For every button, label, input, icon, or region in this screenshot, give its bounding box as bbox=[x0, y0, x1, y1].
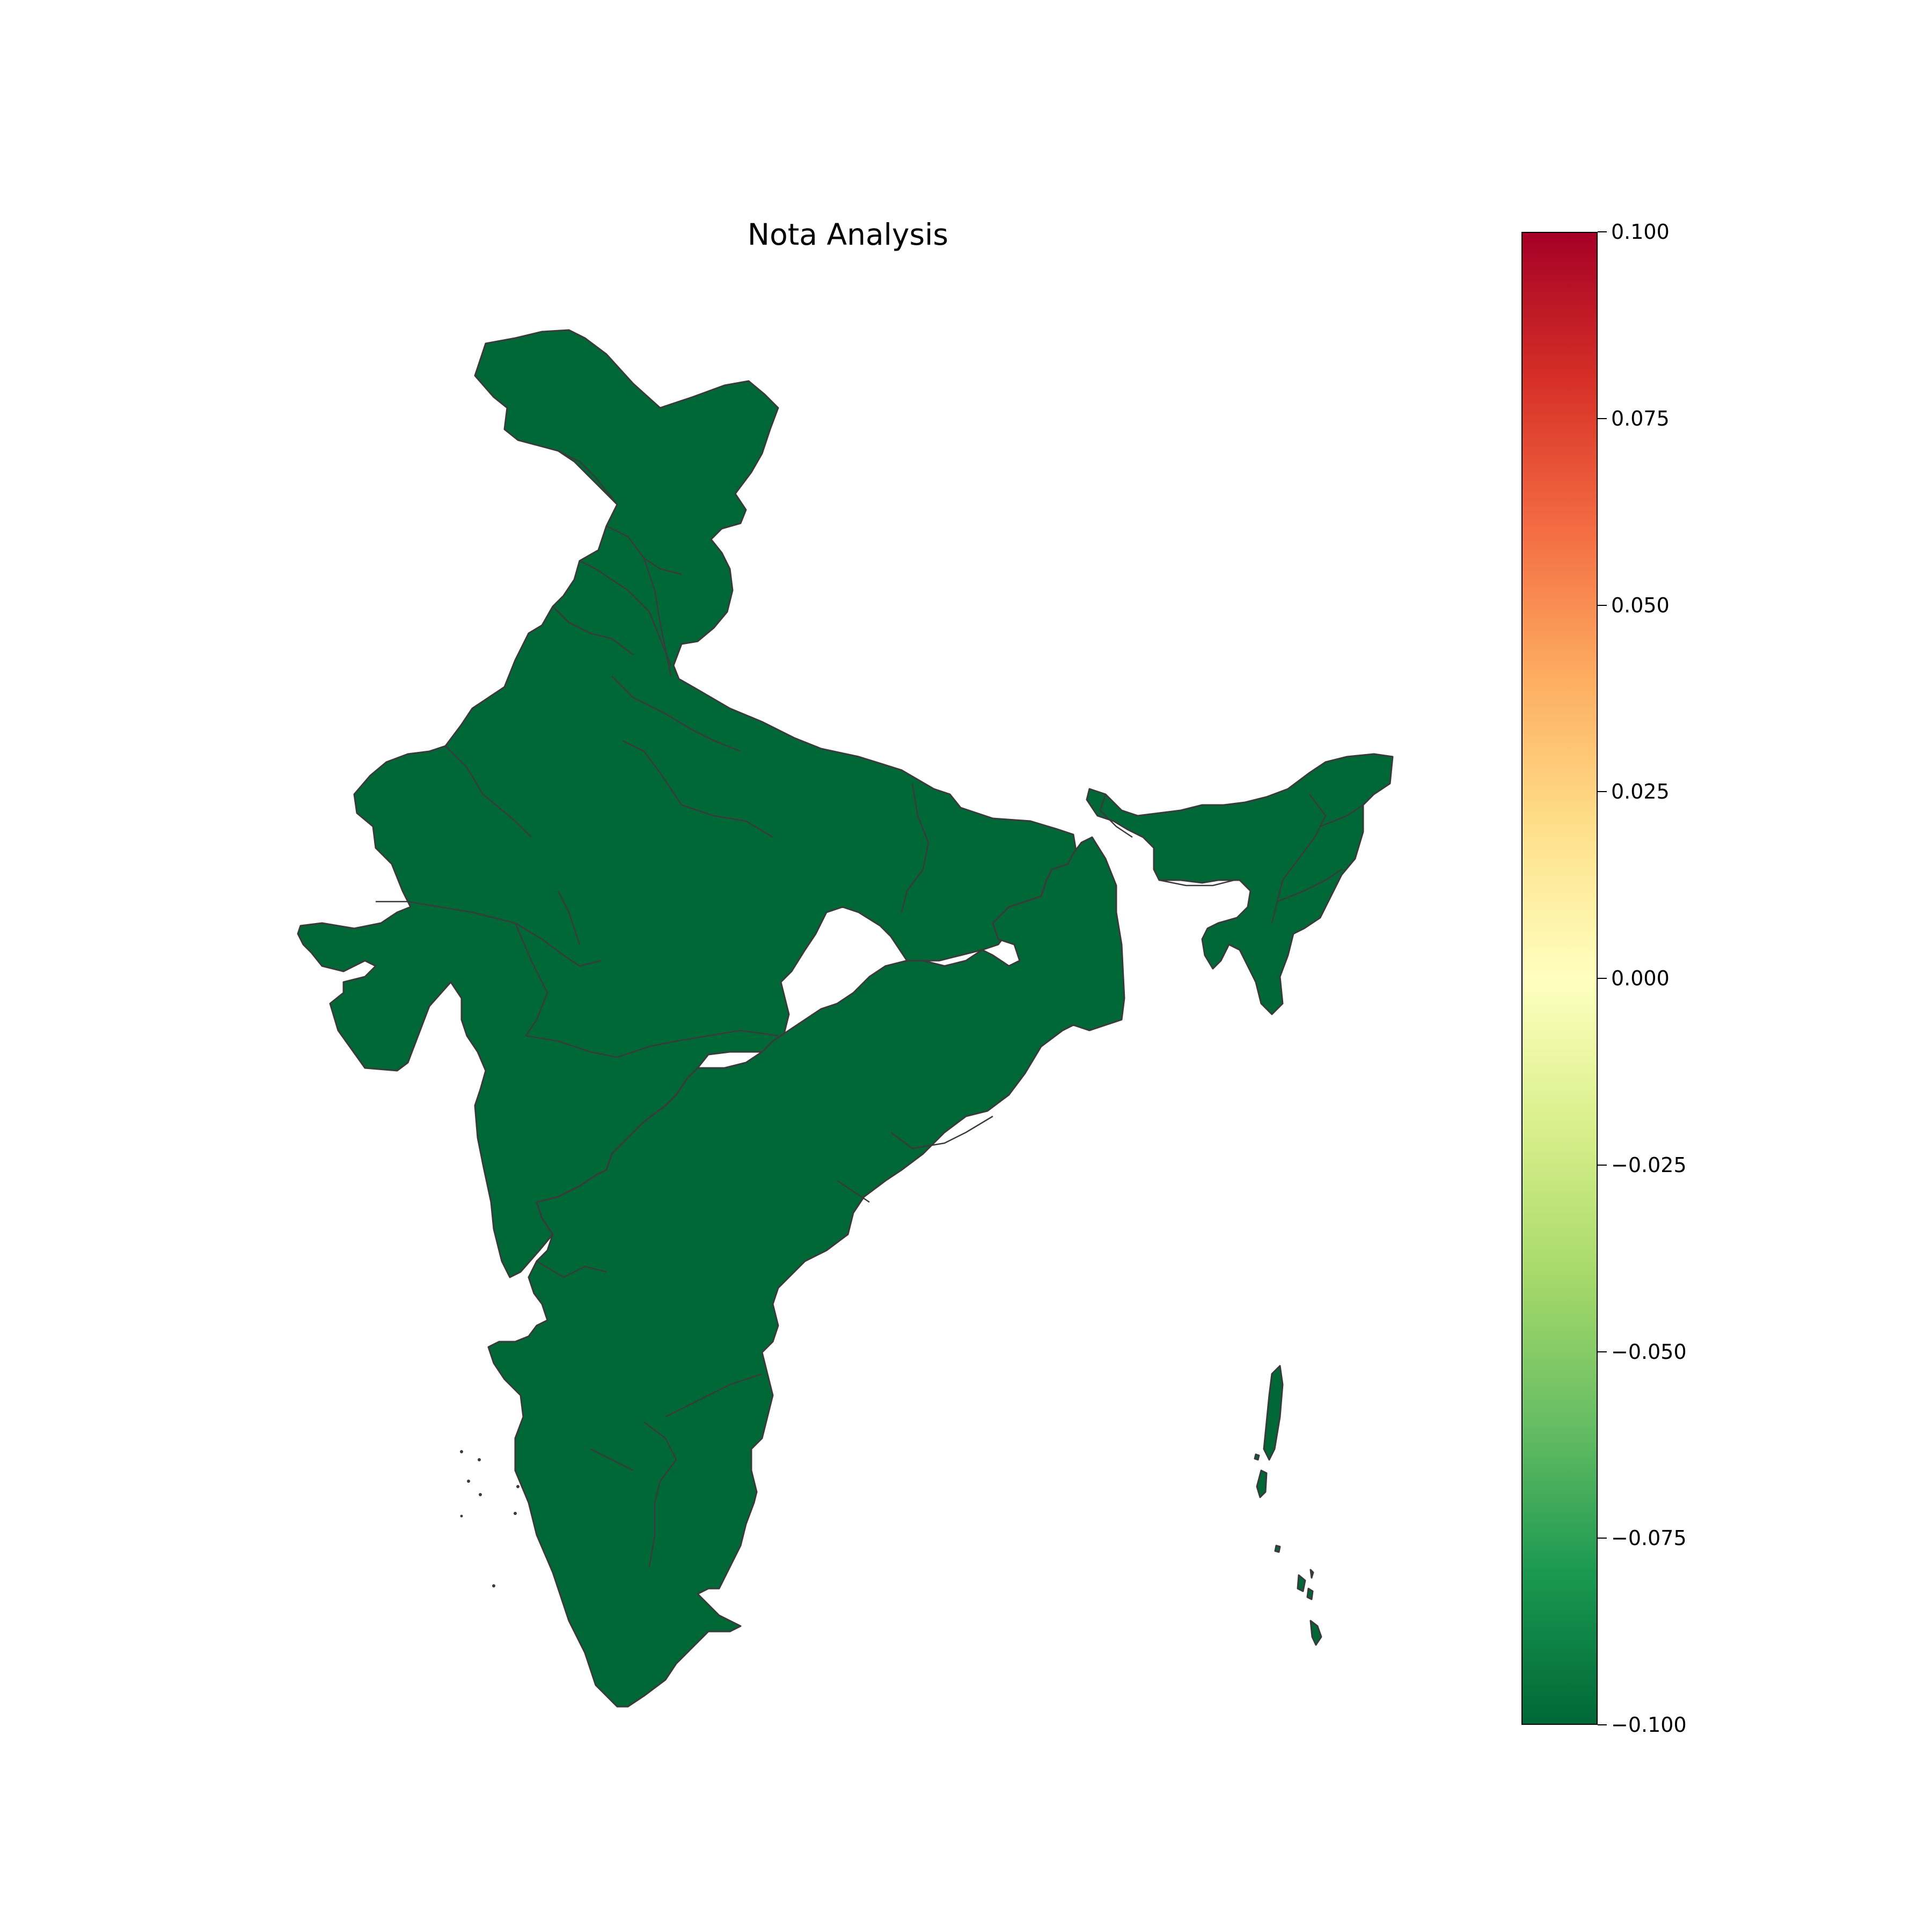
colorbar-tick bbox=[1598, 791, 1607, 793]
colorbar-tick bbox=[1598, 1164, 1607, 1166]
colorbar-tick-label: 0.025 bbox=[1611, 780, 1670, 804]
colorbar-tick-label: 0.075 bbox=[1611, 406, 1670, 430]
andaman-nicobar-islands bbox=[1254, 1365, 1322, 1646]
colorbar-tick-label: −0.025 bbox=[1611, 1153, 1687, 1177]
colorbar-tick-label: −0.075 bbox=[1611, 1526, 1687, 1550]
colorbar-tick bbox=[1598, 231, 1607, 232]
map-title: Nota Analysis bbox=[747, 217, 949, 252]
lakshadweep-islands bbox=[460, 1450, 519, 1587]
colorbar-tick bbox=[1598, 1538, 1607, 1539]
colorbar-tick-label: 0.000 bbox=[1611, 967, 1670, 990]
colorbar-tick-label: 0.050 bbox=[1611, 593, 1670, 617]
colorbar-tick-label: −0.050 bbox=[1611, 1340, 1687, 1364]
colorbar-tick-label: −0.100 bbox=[1611, 1713, 1687, 1737]
state-borders bbox=[376, 450, 1364, 1568]
colorbar-tick bbox=[1598, 1351, 1607, 1352]
east-coast-region bbox=[487, 836, 1125, 1708]
colorbar-tick bbox=[1598, 604, 1607, 606]
colorbar-tick-label: 0.100 bbox=[1611, 220, 1670, 244]
colorbar bbox=[1521, 232, 1598, 1725]
northeast-region bbox=[1086, 753, 1394, 1015]
colorbar-tick bbox=[1598, 978, 1607, 979]
colorbar-tick bbox=[1598, 418, 1607, 419]
colorbar-tick bbox=[1598, 1724, 1607, 1725]
